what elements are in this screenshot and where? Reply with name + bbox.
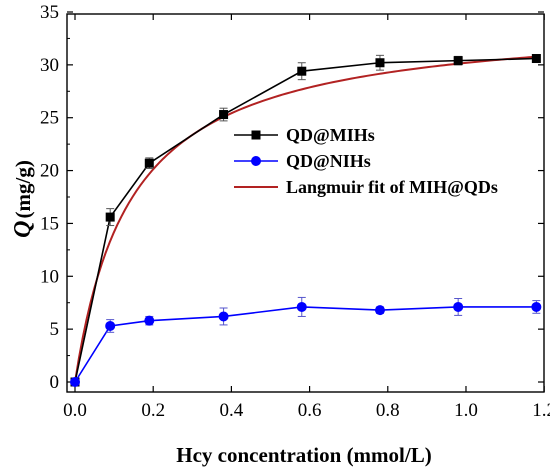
qd-nihs-point — [453, 301, 464, 312]
qd-nihs-point — [531, 301, 542, 312]
svg-text:Q(mg/g): Q (mg/g) — [10, 160, 36, 238]
x-tick-label: 1.2 — [532, 400, 550, 421]
y-tick-label: 25 — [40, 108, 59, 129]
langmuir-fit-line — [74, 55, 537, 383]
x-tick-label: 0.8 — [376, 400, 400, 421]
qd-mihs-point — [375, 58, 385, 68]
x-axis-title: Hcy concentration (mmol/L) — [176, 443, 431, 467]
qd-nihs-point — [105, 320, 116, 331]
qd-nihs-point — [296, 301, 307, 312]
qd-nihs-point — [218, 311, 229, 322]
legend-qd-mihs-label: QD@MIHs — [286, 125, 375, 145]
qd-mihs-point — [219, 110, 229, 120]
legend: QD@MIHs QD@NIHs Langmuir fit of MIH@QDs — [234, 125, 498, 197]
legend-qd-mihs-marker — [251, 130, 261, 140]
y-tick-label: 15 — [40, 213, 59, 234]
qd-mihs-point — [531, 54, 541, 64]
y-tick-label: 20 — [40, 161, 59, 182]
qd-nihs-line — [74, 306, 537, 383]
y-tick-label: 0 — [50, 372, 60, 393]
series-layer — [70, 54, 542, 387]
x-tick-label: 0.0 — [63, 400, 87, 421]
x-tick-label: 0.2 — [141, 400, 165, 421]
plot-frame — [66, 13, 545, 393]
x-tick-label: 0.6 — [298, 400, 322, 421]
axes: 0.0 0.2 0.4 0.6 0.8 1.0 1.2 0 5 10 15 20 25 30 35 — [40, 2, 550, 421]
y-tick-label: 10 — [40, 266, 59, 287]
y-tick-label: 35 — [40, 2, 59, 23]
legend-qd-nihs-marker — [251, 156, 261, 166]
qd-mihs-point — [297, 66, 307, 76]
qd-mihs-point — [453, 56, 463, 66]
x-tick-label: 0.4 — [220, 400, 244, 421]
y-axis-symbol: Q — [10, 220, 36, 237]
qd-nihs-point — [144, 315, 155, 326]
y-tick-label: 30 — [40, 55, 59, 76]
qd-mihs-point — [144, 158, 154, 168]
y-axis-unit: (mg/g) — [11, 160, 35, 218]
qd-mihs-point — [105, 212, 115, 222]
qd-nihs-point — [70, 377, 80, 387]
legend-qd-nihs-label: QD@NIHs — [286, 151, 371, 171]
qd-mihs-line — [74, 57, 537, 383]
legend-langmuir-fit-label: Langmuir fit of MIH@QDs — [286, 177, 498, 197]
y-axis-title: Q (mg/g) — [10, 160, 36, 238]
y-tick-label: 5 — [50, 319, 60, 340]
qd-nihs-point — [374, 305, 385, 316]
x-tick-label: 1.0 — [454, 400, 478, 421]
